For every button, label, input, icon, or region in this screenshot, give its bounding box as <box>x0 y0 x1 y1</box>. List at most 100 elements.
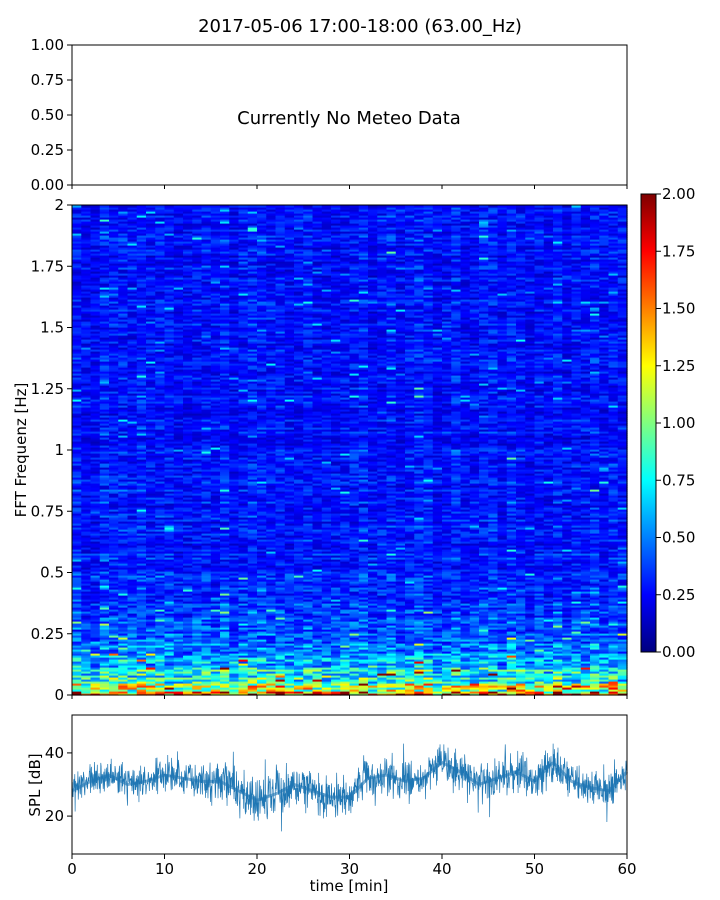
spectrogram-cell <box>599 563 610 566</box>
spectrogram-cell <box>377 573 388 576</box>
spectrogram-cell <box>442 579 452 582</box>
spectrogram-cell <box>358 637 369 640</box>
spectrogram-cell <box>294 679 304 682</box>
spectrogram-cell <box>377 657 388 660</box>
spectrogram-cell <box>506 621 517 624</box>
spectrogram-cell <box>488 605 499 608</box>
spectrogram-cell <box>136 641 147 644</box>
spectrogram-cell <box>553 635 563 638</box>
spectrogram-cell <box>155 539 166 542</box>
spectrogram-cell <box>81 675 92 678</box>
spectrogram-cell <box>608 611 619 614</box>
spectrogram-cell <box>488 547 499 550</box>
spectrogram-cell <box>229 559 240 562</box>
spectrogram-cell <box>479 605 489 608</box>
spectrogram-cell <box>432 609 443 612</box>
spectrogram-cell <box>386 621 397 624</box>
spectrogram-cell <box>377 613 388 616</box>
spectrogram-cell <box>497 553 508 556</box>
spectrogram-cell <box>358 571 369 574</box>
spectrogram-cell <box>451 581 462 584</box>
spectrogram-cell <box>460 649 471 652</box>
spectrogram-cell <box>590 615 600 618</box>
spectrogram-cell <box>395 639 406 642</box>
spectrogram-cell <box>580 605 591 608</box>
spectrogram-cell <box>312 667 323 670</box>
spectrogram-cell <box>146 653 156 656</box>
spectrogram-cell <box>395 665 406 668</box>
spectrogram-cell <box>432 689 443 692</box>
spectrogram-cell <box>608 603 619 606</box>
spectrogram-cell <box>192 569 203 572</box>
spectrogram-cell <box>183 589 193 592</box>
spectrogram-cell <box>442 571 452 574</box>
spectrogram-cell <box>155 627 166 630</box>
spectrogram-cell <box>247 573 258 576</box>
spectrogram-cell <box>183 563 193 566</box>
spectrogram-cell <box>72 593 82 596</box>
spectrogram-cell <box>432 553 443 556</box>
spectrogram-cell <box>81 659 92 662</box>
spectrogram-cell <box>608 599 619 602</box>
spectrogram-cell <box>229 691 240 694</box>
spectrogram-cell <box>580 575 591 578</box>
spectrogram-cell <box>340 661 351 664</box>
spectrogram-cell <box>553 629 563 632</box>
spectrogram-cell <box>460 687 471 690</box>
spectrogram-cell <box>183 591 193 594</box>
spectrogram-cell <box>294 659 304 662</box>
spectrogram-cell <box>173 527 184 530</box>
spectrogram-cell <box>349 553 360 556</box>
spectrogram-cell <box>127 673 138 676</box>
spectrogram-cell <box>506 685 517 688</box>
spectrogram-cell <box>525 545 536 548</box>
spectrogram-cell <box>543 629 554 632</box>
spectrogram-cell <box>534 561 545 564</box>
spectrogram-cell <box>303 639 314 642</box>
spectrogram-cell <box>136 639 147 642</box>
spectrogram-cell <box>553 547 563 550</box>
spectrogram-cell <box>275 577 286 580</box>
spectrogram-cell <box>155 639 166 642</box>
spectrogram-cell <box>99 689 110 692</box>
spectrogram-cell <box>229 611 240 614</box>
spectrogram-cell <box>266 681 277 684</box>
spectrogram-cell <box>192 561 203 564</box>
spectrogram-cell <box>525 583 536 586</box>
spectrogram-cell <box>146 609 156 612</box>
spectrogram-cell <box>516 601 526 604</box>
spectrogram-cell <box>599 639 610 642</box>
spectrogram-cell <box>109 671 119 674</box>
spectrogram-cell <box>220 559 230 562</box>
spectrogram-cell <box>377 659 388 662</box>
spectrogram-cell <box>562 645 573 648</box>
spectrogram-cell <box>99 607 110 610</box>
spectrogram-cell <box>442 559 452 562</box>
spectrogram-cell <box>349 665 360 668</box>
spectrogram-cell <box>377 529 388 532</box>
spectrogram-cell <box>164 675 175 678</box>
spectrogram-cell <box>534 545 545 548</box>
spectrogram-cell <box>312 545 323 548</box>
spectrogram-cell <box>229 569 240 572</box>
spectrogram-cell <box>303 627 314 630</box>
spectrogram-cell <box>395 549 406 552</box>
spectrogram-cell <box>525 651 536 654</box>
spectrogram-cell <box>266 657 277 660</box>
spectrogram-cell <box>553 677 563 680</box>
chart-title: 2017-05-06 17:00-18:00 (63.00_Hz) <box>198 16 522 37</box>
spectrogram-cell <box>192 653 203 656</box>
spectrogram-cell <box>284 647 295 650</box>
spectrogram-cell <box>118 551 129 554</box>
spectrogram-cell <box>414 645 425 648</box>
spectrogram-cell <box>525 579 536 582</box>
spectrogram-cell <box>210 683 221 686</box>
spectrogram-cell <box>109 687 119 690</box>
spectrogram-cell <box>423 673 434 676</box>
spectrogram-cell <box>414 593 425 596</box>
spectrogram-cell <box>377 547 388 550</box>
spectrogram-cell <box>247 575 258 578</box>
spectrogram-cell <box>284 591 295 594</box>
spectrogram-cell <box>220 553 230 556</box>
spectrogram-cell <box>192 555 203 558</box>
